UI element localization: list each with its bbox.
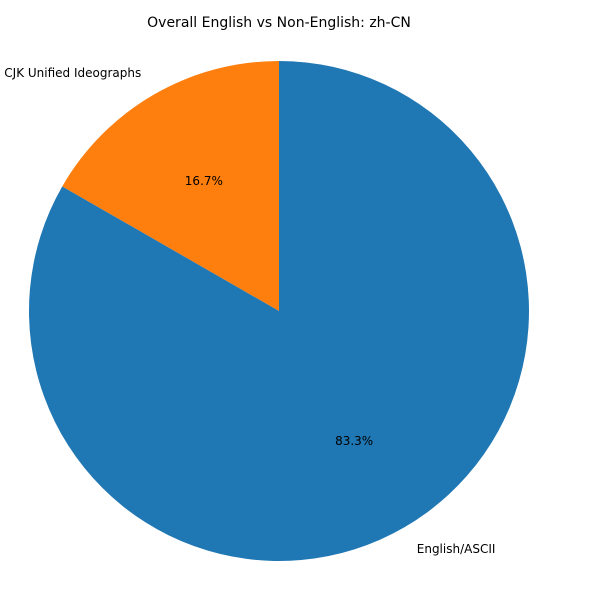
slice-label-english-ascii: English/ASCII bbox=[417, 542, 496, 556]
pie-labels: CJK Unified Ideographs 16.7% English/ASCII… bbox=[4, 66, 495, 556]
pie-slice-cjk-unified-ideographs bbox=[62, 61, 280, 311]
pie-slice-english-ascii bbox=[28, 61, 529, 562]
chart-title: Overall English vs Non-English: zh-CN bbox=[147, 15, 411, 31]
slice-pct-cjk-unified-ideographs: 16.7% bbox=[185, 174, 223, 188]
slice-pct-english-ascii: 83.3% bbox=[335, 434, 373, 448]
slice-label-cjk-unified-ideographs: CJK Unified Ideographs bbox=[4, 66, 141, 80]
pie-slices bbox=[28, 61, 529, 562]
